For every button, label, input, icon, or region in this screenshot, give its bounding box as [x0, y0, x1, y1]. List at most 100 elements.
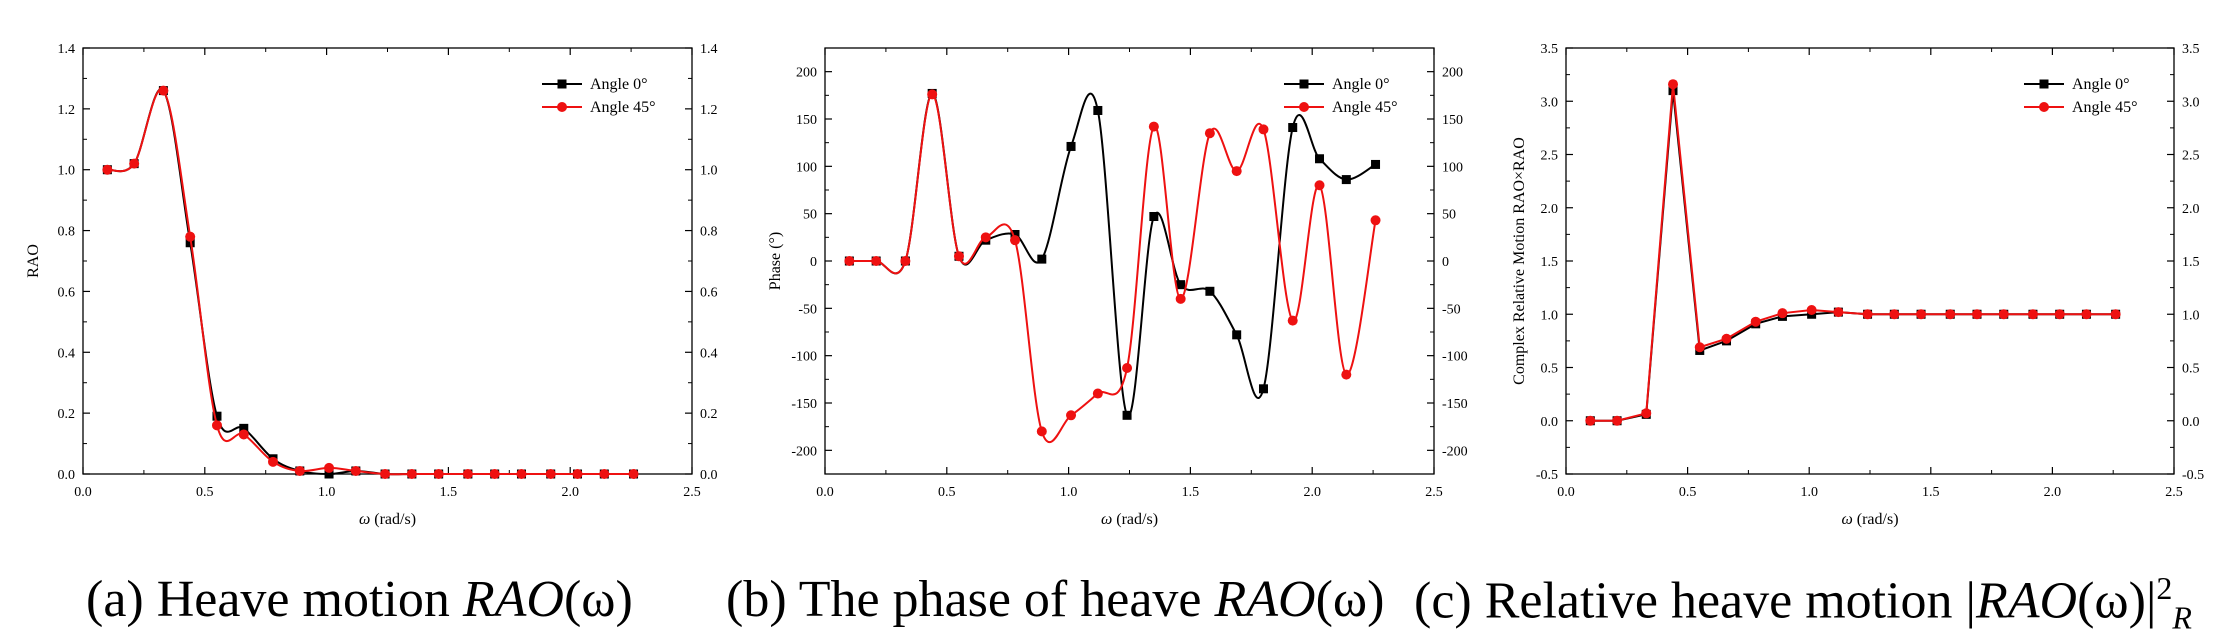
y-tick-label-right: 150: [1442, 113, 1463, 128]
data-point-circle: [1806, 304, 1817, 315]
x-tick-label: 0.0: [74, 485, 92, 500]
data-point-circle: [1750, 316, 1761, 327]
data-point-circle: [1612, 415, 1623, 426]
data-point-square: [1066, 141, 1076, 151]
y-tick-label: 0.2: [58, 407, 76, 422]
data-point-square: [1010, 229, 1020, 239]
data-point-circle: [462, 469, 473, 479]
y-tick-label: -200: [791, 444, 817, 459]
data-point-circle: [1010, 235, 1021, 246]
caption-c-rest: (ω)|: [2077, 572, 2157, 630]
y-tick-label-right: 0.0: [2182, 415, 2200, 430]
caption-a: (a) Heave motion RAO(ω): [86, 570, 633, 629]
data-point-circle: [211, 420, 222, 431]
data-point-circle: [1777, 308, 1788, 319]
y-tick-label-right: -50: [1442, 302, 1461, 317]
caption-b-math: RAO: [1214, 571, 1316, 628]
y-tick-label-right: -150: [1442, 397, 1468, 412]
y-tick-label: 0.5: [1541, 362, 1559, 377]
caption-a-prefix: (a) Heave motion: [86, 571, 463, 628]
series-angle-45: [1585, 79, 2121, 426]
y-tick-label-right: 0.0: [700, 468, 718, 483]
y-tick-label: -150: [791, 397, 817, 412]
data-point-circle: [489, 469, 500, 479]
data-point-circle: [294, 465, 305, 476]
x-axis-label: ω (rad/s): [1101, 511, 1158, 528]
y-tick-label-right: 0.5: [2182, 362, 2200, 377]
data-point-square: [212, 411, 222, 421]
x-tick-label: 1.0: [1060, 485, 1078, 500]
series-angle-45: [844, 89, 1381, 443]
y-tick-label: 1.0: [58, 164, 76, 179]
y-tick-label: 1.5: [1541, 255, 1559, 270]
x-tick-label: 1.5: [440, 485, 458, 500]
data-point-square: [1371, 159, 1381, 169]
y-tick-label: 100: [796, 160, 817, 175]
x-tick-label: 2.5: [683, 485, 701, 500]
y-tick-label: 3.5: [1541, 42, 1559, 57]
data-point-circle: [1092, 388, 1103, 399]
x-axis-label-symbol: ω: [1841, 511, 1852, 528]
data-point-circle: [545, 469, 556, 479]
legend-label: Angle 0°: [1332, 76, 1390, 93]
data-point-square: [1341, 175, 1351, 185]
y-tick-label: 2.5: [1541, 149, 1559, 164]
data-point-circle: [1036, 426, 1047, 437]
data-point-circle: [1694, 342, 1705, 353]
x-axis-label: ω (rad/s): [1841, 511, 1898, 528]
series-line: [1590, 84, 2116, 422]
y-tick-label-right: 1.0: [700, 164, 718, 179]
x-axis-label-unit: (rad/s): [370, 511, 416, 528]
legend-marker-square: [557, 79, 567, 89]
y-tick-label: 1.4: [58, 42, 76, 57]
y-tick-label-right: 3.5: [2182, 42, 2200, 57]
y-tick-label: 50: [803, 208, 817, 223]
data-point-circle: [102, 164, 113, 175]
y-tick-label-right: 2.5: [2182, 149, 2200, 164]
data-point-circle: [844, 256, 855, 266]
data-point-square: [239, 423, 249, 433]
data-point-circle: [1231, 166, 1242, 177]
x-tick-label: 1.0: [318, 485, 336, 500]
y-tick-label: 0: [810, 255, 817, 270]
data-point-square: [1258, 384, 1268, 394]
y-tick-label-right: 0.8: [700, 225, 718, 240]
data-point-circle: [572, 469, 583, 479]
legend-label: Angle 0°: [2072, 76, 2130, 93]
y-tick-label: -0.5: [1536, 468, 1558, 483]
legend-label: Angle 0°: [590, 76, 648, 93]
y-tick-label: 200: [796, 66, 817, 81]
x-tick-label: 2.0: [2044, 485, 2062, 500]
data-point-circle: [129, 158, 140, 169]
data-point-square: [1315, 154, 1325, 164]
data-point-circle: [1998, 309, 2009, 320]
data-point-circle: [2081, 309, 2092, 320]
legend-label: Angle 45°: [1332, 99, 1398, 116]
x-tick-label: 0.0: [1557, 485, 1575, 500]
data-point-circle: [927, 89, 938, 100]
data-point-square: [1176, 280, 1186, 290]
data-point-circle: [1889, 309, 1900, 320]
x-axis-label-unit: (rad/s): [1853, 511, 1899, 528]
series-angle-0: [102, 86, 639, 479]
y-tick-label: 3.0: [1541, 95, 1559, 110]
y-tick-label-right: 1.4: [700, 42, 718, 57]
legend-marker-circle: [557, 102, 567, 112]
data-point-circle: [599, 469, 610, 479]
data-point-circle: [158, 85, 169, 96]
y-tick-label: 2.0: [1541, 202, 1559, 217]
series-line: [107, 88, 634, 476]
data-point-circle: [350, 465, 361, 476]
x-tick-label: 2.5: [1425, 485, 1443, 500]
data-point-circle: [1833, 307, 1844, 318]
caption-b: (b) The phase of heave RAO(ω): [726, 570, 1384, 629]
caption-c-sub: R: [2172, 599, 2192, 636]
data-point-square: [1205, 286, 1215, 296]
data-point-circle: [1341, 369, 1352, 380]
data-point-circle: [1287, 315, 1298, 326]
y-tick-label-right: 0.2: [700, 407, 718, 422]
data-point-circle: [1258, 124, 1269, 135]
series-line: [107, 88, 634, 476]
data-point-square: [1093, 105, 1103, 115]
